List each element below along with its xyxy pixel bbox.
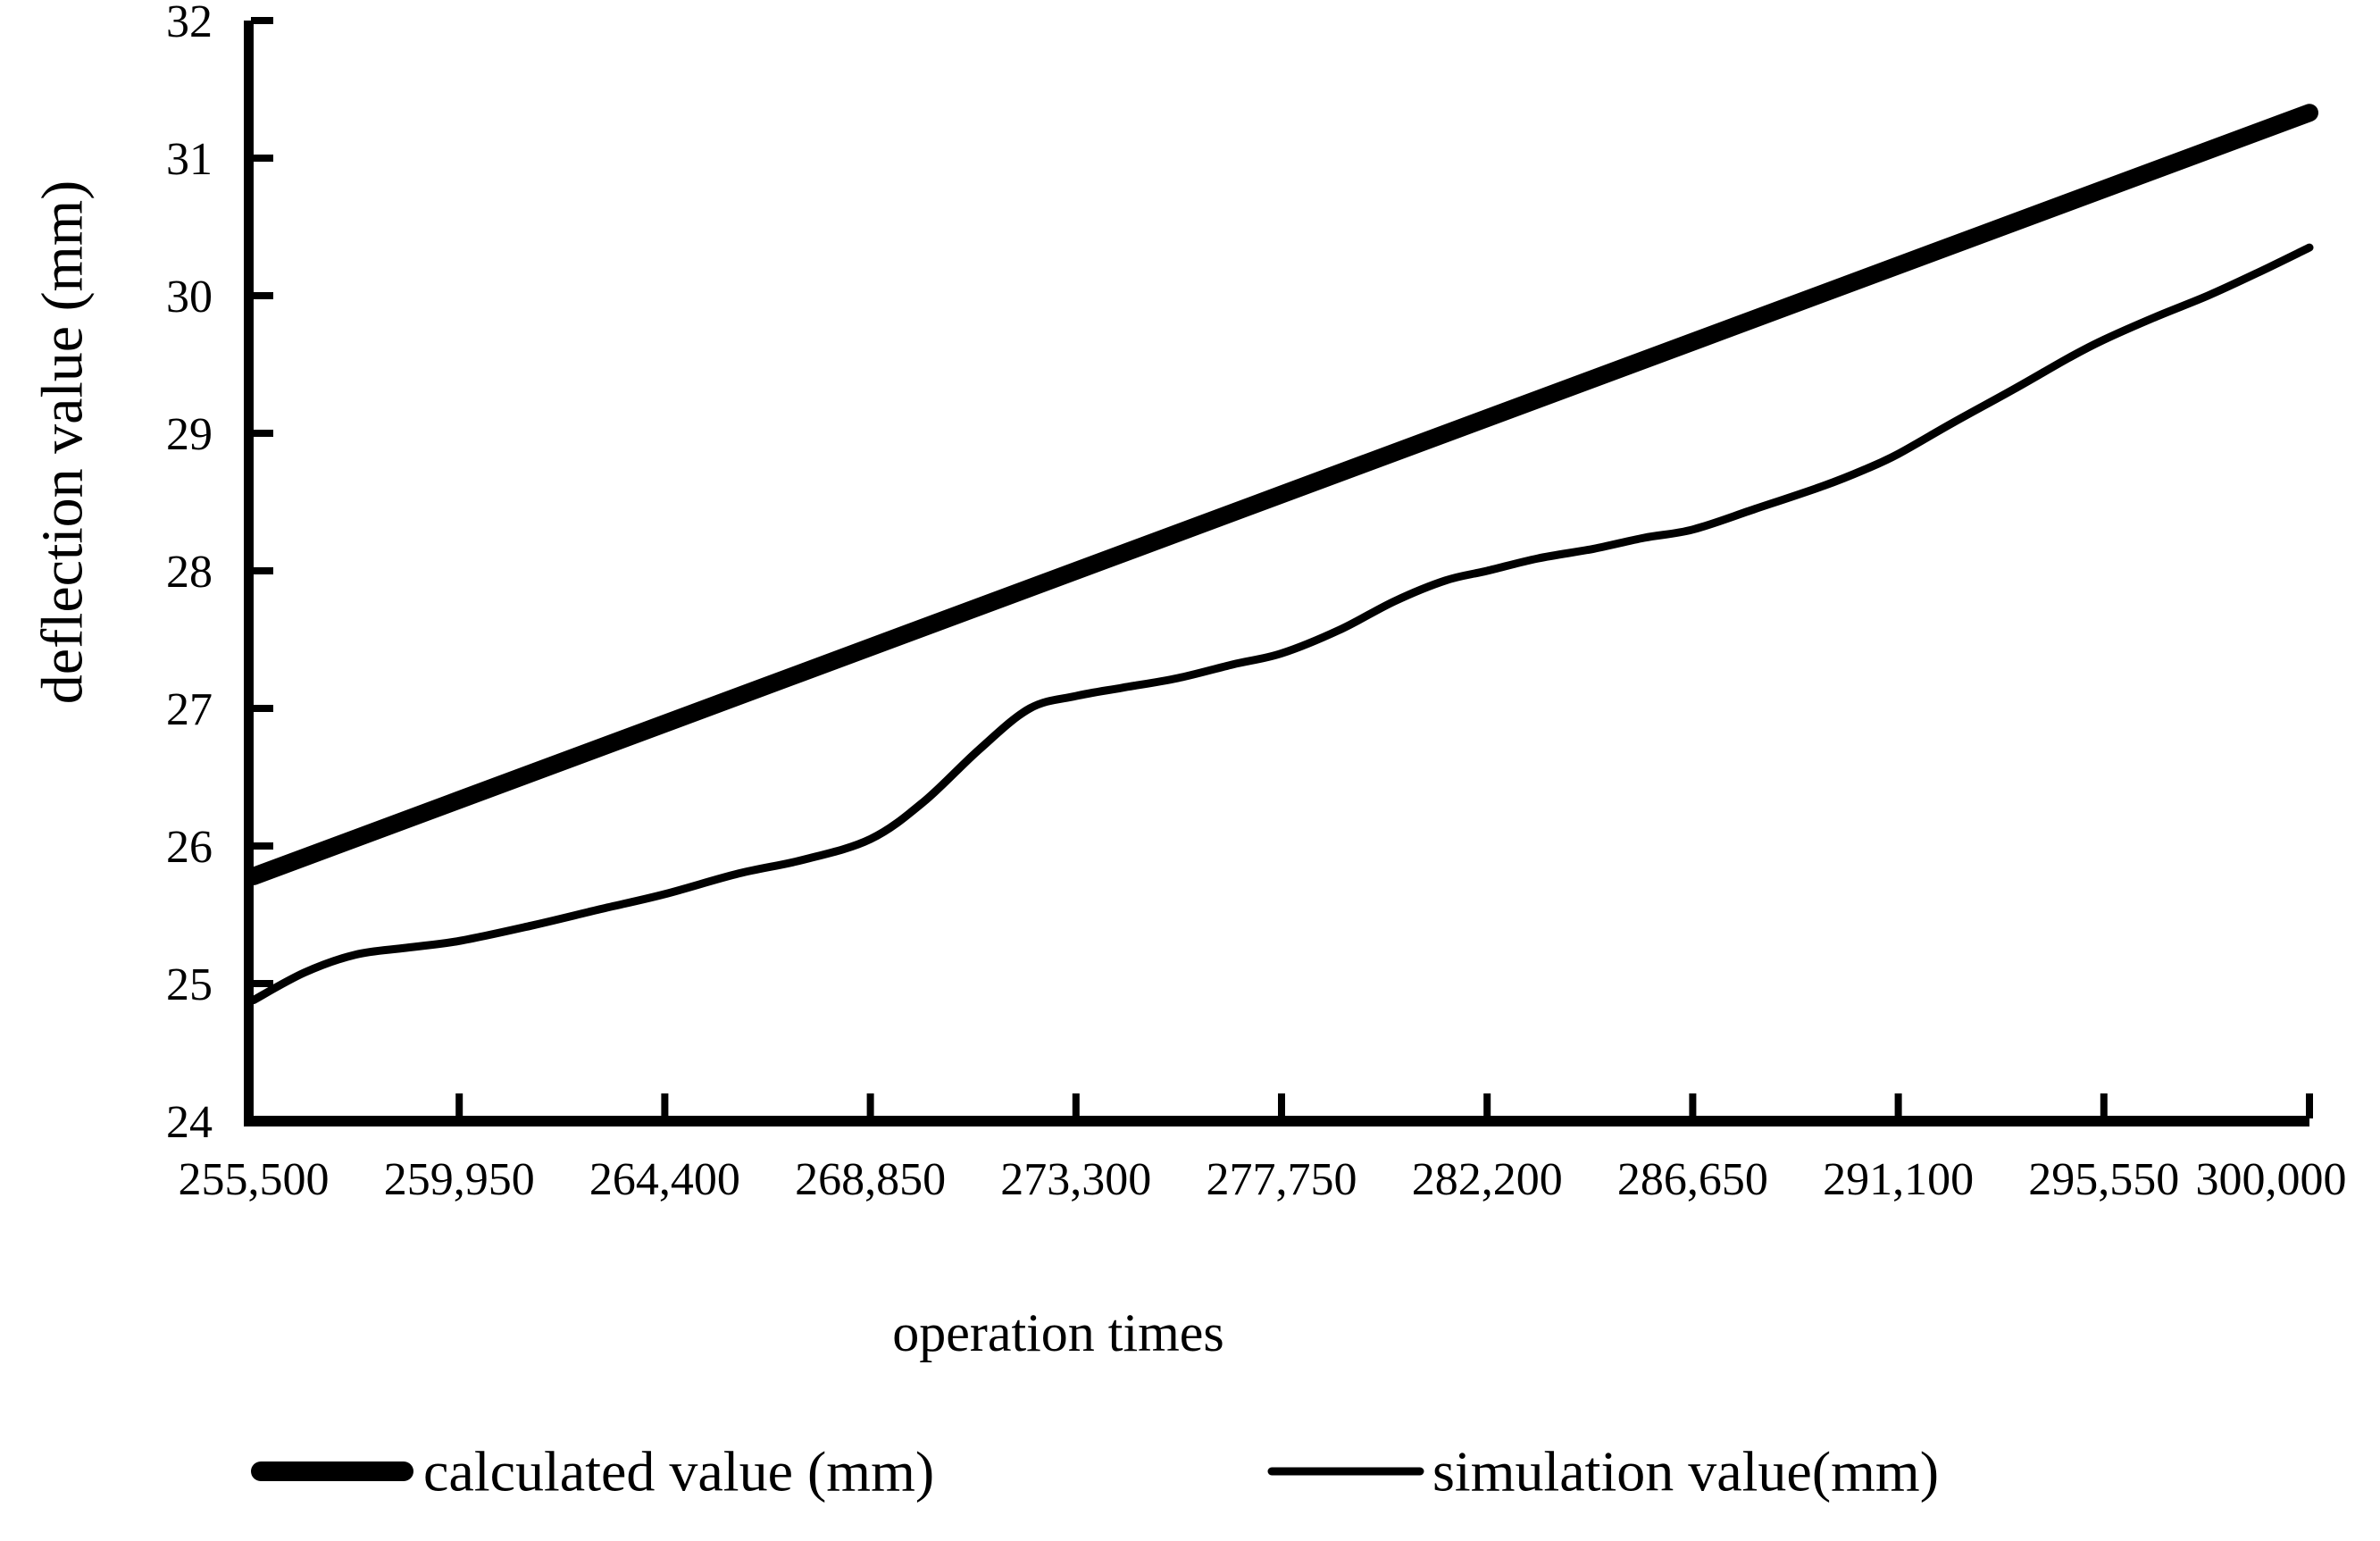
legend-item-calculated: calculated value (mm) [251,1440,934,1503]
simulation-value-line [249,243,2314,1004]
y-tick-label: 25 [166,959,213,1010]
legend-item-simulation: simulation value(mm) [1267,1440,1939,1503]
x-tick-label: 264,400 [589,1154,740,1205]
x-tick-label: 268,850 [795,1154,946,1205]
x-tick-label: 295,550 [2028,1154,2179,1205]
y-axis-title: deflection value (mm) [30,180,96,704]
x-tick-label: 273,300 [1000,1154,1151,1205]
x-tick-label: 291,100 [1823,1154,1974,1205]
y-tick-label: 28 [166,547,213,598]
calculated-value-line [245,104,2318,885]
legend-label-calculated: calculated value (mm) [423,1440,934,1503]
y-axis-tick-labels: 24 25 26 27 28 29 30 31 32 [166,0,213,1148]
x-tick-label: 300,000 [2196,1154,2347,1205]
x-axis-tick-labels: 255,500 259,950 264,400 268,850 273,300 277,7… [179,1154,2347,1205]
legend-label-simulation: simulation value(mm) [1432,1440,1939,1503]
y-tick-label: 29 [166,409,213,460]
x-tick-label: 277,750 [1207,1154,1357,1205]
y-tick-label: 26 [166,822,213,873]
y-tick-label: 31 [166,134,213,185]
y-tick-label: 24 [166,1097,213,1148]
x-tick-label: 282,200 [1412,1154,1563,1205]
y-tick-label: 30 [166,272,213,322]
y-tick-label: 32 [166,0,213,47]
y-tick-label: 27 [166,684,213,735]
x-axis-ticks [455,1093,2313,1118]
legend: calculated value (mm) simulation value(m… [251,1440,1939,1503]
x-axis-title: operation times [892,1303,1224,1362]
x-tick-label: 259,950 [384,1154,535,1205]
x-tick-label: 286,650 [1617,1154,1768,1205]
x-tick-label: 255,500 [179,1154,330,1205]
y-axis-ticks [251,17,273,987]
